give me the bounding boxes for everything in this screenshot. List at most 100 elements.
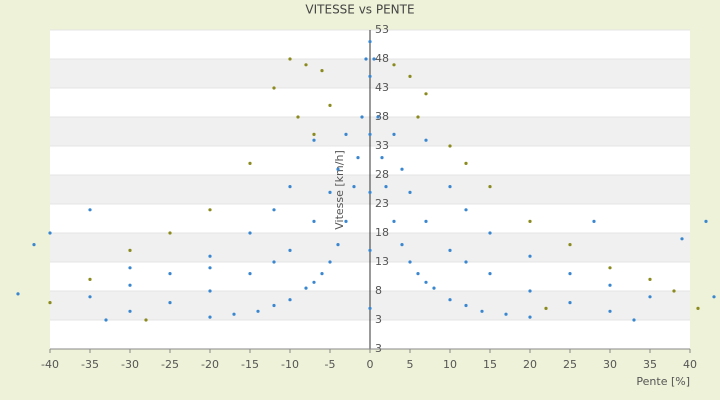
point [248, 161, 252, 165]
point [400, 243, 404, 247]
point [232, 312, 236, 316]
point [208, 254, 212, 258]
point [464, 161, 468, 165]
point [16, 292, 20, 296]
point [372, 57, 376, 61]
point [448, 248, 452, 252]
point [128, 248, 132, 252]
point [248, 272, 252, 276]
point [288, 185, 292, 189]
point [424, 138, 428, 142]
point [464, 260, 468, 264]
point [368, 40, 372, 44]
point [400, 167, 404, 171]
point [208, 289, 212, 293]
point [320, 272, 324, 276]
point [608, 309, 612, 313]
point [712, 295, 716, 299]
point [488, 185, 492, 189]
point [304, 286, 308, 290]
y-tick-label: 53 [375, 23, 389, 36]
point [368, 190, 372, 194]
point [296, 115, 300, 119]
x-axis-title: Pente [%] [636, 375, 690, 388]
point [544, 306, 548, 310]
y-axis-title: Vitesse [km/h] [333, 150, 346, 230]
point [328, 190, 332, 194]
point [568, 272, 572, 276]
point [272, 303, 276, 308]
point [392, 63, 396, 67]
point [408, 190, 412, 194]
point [272, 260, 276, 264]
point [480, 309, 484, 313]
point [408, 74, 412, 78]
point [168, 272, 172, 276]
point [272, 86, 276, 90]
point [288, 57, 292, 61]
y-tick-label: 28 [375, 168, 389, 181]
point [376, 115, 380, 119]
point [368, 74, 372, 78]
point [392, 219, 396, 223]
point [368, 132, 372, 136]
point [392, 132, 396, 136]
point [352, 185, 356, 189]
point [128, 266, 132, 270]
y-tick-label: 48 [375, 52, 389, 65]
y-tick-label: 33 [375, 139, 389, 152]
point [104, 318, 108, 322]
x-tick-label: 15 [483, 358, 497, 371]
x-tick-label: -15 [241, 358, 259, 371]
point [632, 318, 636, 322]
x-tick-label: 5 [407, 358, 414, 371]
point [432, 286, 436, 290]
point [304, 63, 308, 67]
point [368, 248, 372, 252]
point [448, 144, 452, 148]
point [672, 289, 676, 293]
y-tick-label: 3 [375, 313, 382, 326]
point [368, 306, 372, 310]
point [248, 231, 252, 235]
point [168, 231, 172, 235]
point [648, 295, 652, 299]
point [328, 260, 332, 264]
point [416, 272, 420, 276]
point [208, 315, 212, 319]
point [128, 309, 132, 313]
point [88, 208, 92, 212]
point [488, 231, 492, 235]
point [464, 303, 468, 308]
point [704, 219, 708, 223]
y-tick-label: 43 [375, 81, 389, 94]
x-tick-label: 30 [603, 358, 617, 371]
x-tick-label: 40 [683, 358, 697, 371]
point [696, 306, 700, 310]
point [448, 298, 452, 302]
point [592, 219, 596, 223]
point [312, 280, 316, 284]
x-tick-label: 35 [643, 358, 657, 371]
point [608, 266, 612, 270]
chart-title: VITESSE vs PENTE [305, 3, 414, 17]
x-tick-label: -40 [41, 358, 59, 371]
point [208, 266, 212, 270]
point [488, 272, 492, 276]
point [424, 219, 428, 223]
y-tick-label: 8 [375, 284, 382, 297]
point [288, 298, 292, 302]
x-tick-label: -25 [161, 358, 179, 371]
point [528, 289, 532, 293]
point [504, 312, 508, 316]
x-tick-label: -5 [325, 358, 336, 371]
point [360, 115, 364, 119]
x-tick-label: -35 [81, 358, 99, 371]
point [528, 315, 532, 319]
point [48, 301, 52, 305]
point [88, 295, 92, 299]
point [320, 69, 324, 73]
point [288, 248, 292, 252]
point [312, 138, 316, 142]
